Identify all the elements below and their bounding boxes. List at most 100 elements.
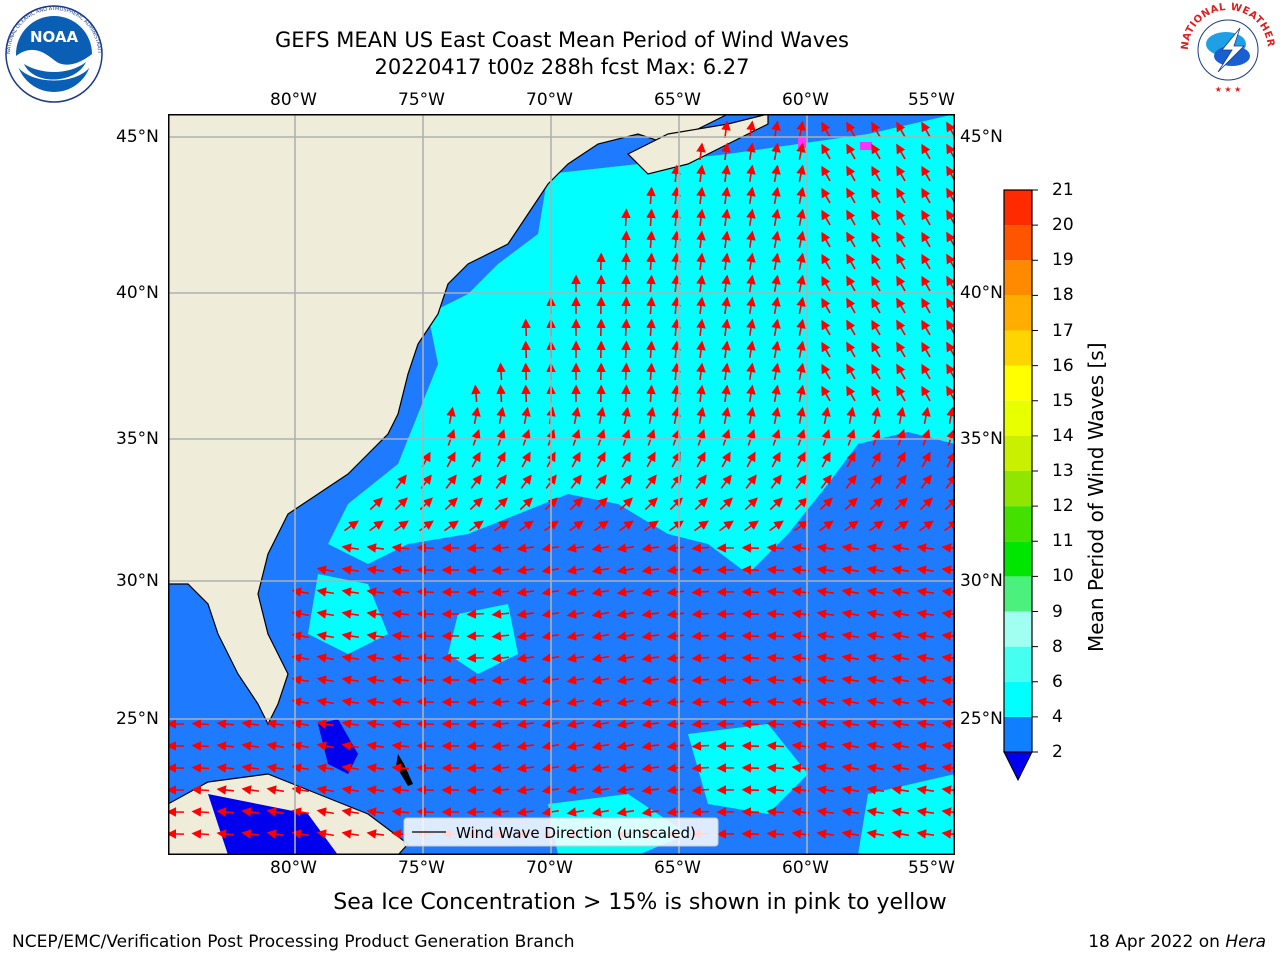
wind-wave-arrow bbox=[516, 697, 535, 707]
wind-wave-arrow bbox=[741, 609, 760, 619]
colorbar-tick: 12 bbox=[1052, 496, 1074, 517]
wind-wave-arrow bbox=[896, 253, 906, 270]
wind-wave-arrow bbox=[871, 319, 881, 336]
wind-wave-arrow bbox=[819, 520, 834, 532]
wind-wave-arrow bbox=[241, 763, 260, 773]
wind-wave-arrow bbox=[871, 121, 881, 138]
wind-wave-arrow bbox=[641, 609, 660, 619]
wind-wave-arrow bbox=[816, 719, 835, 729]
wind-wave-arrow bbox=[666, 565, 685, 575]
wind-wave-arrow bbox=[941, 719, 955, 729]
wind-wave-arrow bbox=[621, 362, 631, 381]
wind-wave-arrow bbox=[391, 763, 410, 773]
wind-wave-arrow bbox=[841, 763, 860, 773]
wind-wave-arrow bbox=[796, 142, 806, 160]
wind-wave-arrow bbox=[466, 741, 485, 751]
wind-wave-arrow bbox=[871, 187, 881, 204]
wind-wave-arrow bbox=[316, 785, 335, 795]
wind-wave-arrow bbox=[871, 297, 881, 314]
wind-wave-arrow bbox=[466, 587, 485, 597]
wind-wave-arrow bbox=[796, 318, 806, 336]
wind-wave-arrow bbox=[416, 785, 435, 795]
wind-wave-arrow bbox=[566, 741, 585, 751]
wind-wave-arrow bbox=[719, 497, 733, 511]
wind-wave-arrow bbox=[671, 362, 681, 381]
wind-wave-arrow bbox=[695, 474, 707, 489]
wind-wave-arrow bbox=[921, 209, 931, 226]
wind-wave-arrow bbox=[616, 697, 635, 707]
wind-wave-arrow bbox=[821, 143, 831, 160]
wind-wave-arrow bbox=[841, 785, 860, 795]
lon-tick-top: 80°W bbox=[270, 90, 317, 110]
wind-wave-arrow bbox=[921, 341, 931, 358]
land-bahamas bbox=[396, 754, 413, 786]
colorbar-segment bbox=[1004, 646, 1032, 682]
colorbar-segment bbox=[1004, 611, 1032, 647]
wind-wave-arrow bbox=[696, 252, 706, 271]
wind-wave-arrow bbox=[721, 406, 731, 425]
wind-wave-arrow bbox=[871, 451, 881, 468]
wind-wave-arrow bbox=[316, 763, 335, 773]
wind-wave-arrow bbox=[941, 697, 955, 707]
wind-wave-arrow bbox=[671, 230, 681, 249]
wind-wave-arrow bbox=[771, 384, 781, 403]
wind-wave-arrow bbox=[516, 543, 535, 553]
wind-wave-arrow bbox=[871, 406, 881, 425]
wind-wave-arrow bbox=[619, 520, 634, 532]
wind-wave-arrow bbox=[641, 719, 660, 729]
wind-wave-arrow bbox=[896, 385, 906, 402]
lon-tick-top: 55°W bbox=[908, 90, 955, 110]
wind-wave-arrow bbox=[571, 406, 581, 425]
wind-wave-arrow bbox=[521, 318, 531, 337]
wind-wave-arrow bbox=[696, 164, 706, 183]
wind-wave-arrow bbox=[616, 587, 635, 597]
wind-wave-arrow bbox=[721, 296, 731, 315]
wind-wave-arrow bbox=[666, 653, 685, 663]
svg-text:NOAA: NOAA bbox=[30, 28, 79, 46]
wind-wave-arrow bbox=[471, 428, 481, 446]
wind-wave-arrow bbox=[316, 719, 335, 729]
wind-wave-arrow bbox=[821, 209, 831, 226]
wind-wave-arrow bbox=[745, 474, 757, 489]
wind-wave-arrow bbox=[821, 165, 831, 182]
wind-wave-arrow bbox=[891, 587, 910, 597]
wind-wave-arrow bbox=[866, 609, 885, 619]
wind-wave-arrow bbox=[896, 231, 906, 248]
wind-wave-arrow bbox=[691, 631, 710, 641]
wind-wave-arrow bbox=[941, 741, 955, 751]
wind-wave-arrow bbox=[771, 406, 781, 425]
map-legend: Wind Wave Direction (unscaled) bbox=[403, 817, 719, 847]
wind-wave-arrow bbox=[641, 697, 660, 707]
wind-wave-arrow bbox=[471, 406, 481, 425]
wind-wave-arrow bbox=[941, 565, 955, 575]
wind-wave-arrow bbox=[616, 763, 635, 773]
colorbar-segment bbox=[1004, 576, 1032, 612]
sea-ice-patch bbox=[860, 142, 872, 150]
wind-wave-arrow bbox=[770, 474, 782, 489]
wind-wave-arrow bbox=[216, 785, 235, 795]
wind-wave-arrow bbox=[816, 543, 835, 553]
wind-wave-arrow bbox=[871, 428, 881, 446]
wind-wave-arrow bbox=[491, 785, 510, 795]
wind-wave-arrow bbox=[721, 274, 731, 293]
wind-wave-arrow bbox=[721, 451, 731, 468]
wind-wave-arrow bbox=[771, 451, 781, 468]
wind-wave-arrow bbox=[391, 631, 410, 641]
wind-wave-arrow bbox=[916, 543, 935, 553]
colorbar-segment bbox=[1004, 541, 1032, 577]
wind-wave-arrow bbox=[691, 653, 710, 663]
wind-wave-arrow bbox=[316, 565, 335, 575]
wind-wave-arrow bbox=[869, 520, 884, 532]
wind-wave-arrow bbox=[566, 565, 585, 575]
wind-wave-arrow bbox=[796, 274, 806, 292]
wind-wave-arrow bbox=[891, 719, 910, 729]
wind-wave-arrow bbox=[671, 340, 681, 359]
wind-wave-arrow bbox=[641, 543, 660, 553]
wind-wave-arrow bbox=[766, 543, 785, 553]
wind-wave-arrow bbox=[941, 543, 955, 553]
wind-wave-arrow bbox=[816, 697, 835, 707]
wind-wave-arrow bbox=[691, 785, 710, 795]
wind-wave-arrow bbox=[191, 741, 210, 751]
wind-wave-arrow bbox=[516, 631, 535, 641]
wind-wave-arrow bbox=[691, 741, 710, 751]
